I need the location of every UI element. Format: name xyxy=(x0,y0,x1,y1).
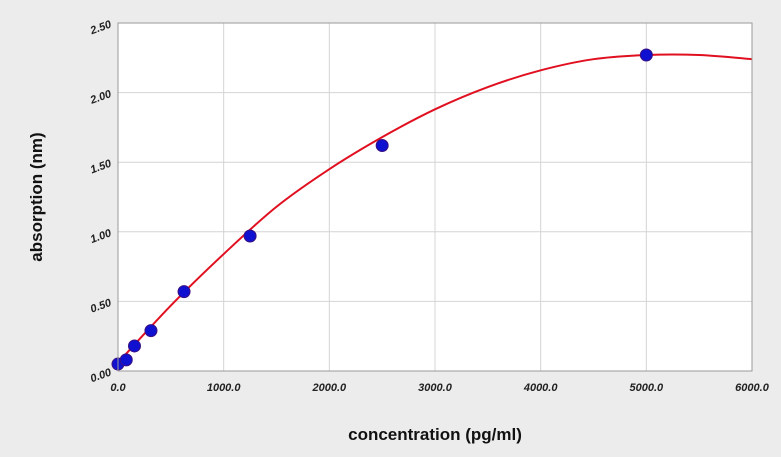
gridlines xyxy=(118,23,752,371)
data-point xyxy=(119,353,133,367)
x-tick-label: 3000.0 xyxy=(418,382,453,394)
data-point xyxy=(177,285,191,299)
x-tick-label: 4000.0 xyxy=(523,382,559,394)
x-axis-title: concentration (pg/ml) xyxy=(348,425,522,444)
data-point xyxy=(243,229,257,243)
plot-border xyxy=(117,22,753,372)
data-point xyxy=(639,48,653,62)
marker-layer xyxy=(111,48,653,371)
x-axis-ticks: 0.0 1000.0 2000.0 3000.0 4000.0 5000.0 6000.0 xyxy=(110,382,769,394)
x-tick-label: 0.0 xyxy=(110,382,126,394)
y-axis-title: absorption (nm) xyxy=(27,132,46,261)
x-tick-label: 5000.0 xyxy=(630,382,665,394)
x-tick-label: 1000.0 xyxy=(207,382,242,394)
data-point xyxy=(144,324,158,338)
data-point xyxy=(127,339,141,353)
x-tick-label: 2000.0 xyxy=(312,382,348,394)
x-tick-label: 6000.0 xyxy=(735,382,770,394)
data-point xyxy=(375,138,389,152)
